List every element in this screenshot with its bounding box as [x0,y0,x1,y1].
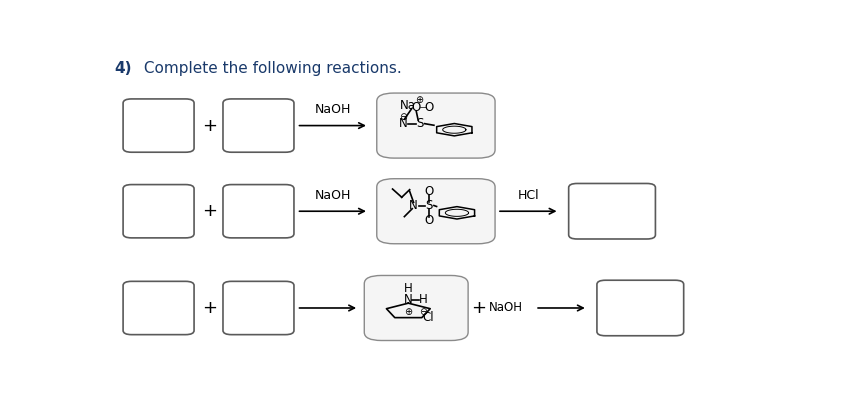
FancyBboxPatch shape [223,185,294,238]
Text: NaOH: NaOH [315,103,351,116]
FancyBboxPatch shape [377,179,495,244]
Text: ⊖: ⊖ [399,112,407,122]
Text: ⊕: ⊕ [404,307,412,317]
Text: +: + [203,202,217,220]
Text: N: N [410,199,418,212]
Text: +: + [203,299,217,317]
Text: S: S [416,117,424,130]
Text: NaOH: NaOH [315,189,351,202]
Text: ⊕: ⊕ [416,95,424,105]
FancyBboxPatch shape [597,280,683,336]
Text: N: N [399,117,407,130]
Text: O: O [425,214,434,227]
Text: HCl: HCl [517,189,539,202]
FancyBboxPatch shape [365,276,468,340]
FancyBboxPatch shape [123,185,194,238]
Text: ⊖: ⊖ [419,307,427,317]
Text: NaOH: NaOH [488,302,522,314]
Text: 4): 4) [114,61,131,75]
FancyBboxPatch shape [123,99,194,152]
Text: Cl: Cl [422,311,434,324]
Text: Complete the following reactions.: Complete the following reactions. [139,61,402,75]
Text: Na: Na [399,99,416,112]
Text: H: H [419,293,427,306]
Text: N: N [404,293,413,306]
Text: O: O [425,185,434,198]
Text: +: + [203,117,217,135]
Text: O: O [424,101,433,114]
FancyBboxPatch shape [377,93,495,158]
Text: H: H [404,283,413,295]
FancyBboxPatch shape [223,99,294,152]
FancyBboxPatch shape [123,281,194,335]
Text: S: S [426,199,433,212]
Text: +: + [471,299,486,317]
FancyBboxPatch shape [223,281,294,335]
Text: O: O [411,101,421,114]
FancyBboxPatch shape [569,183,656,239]
